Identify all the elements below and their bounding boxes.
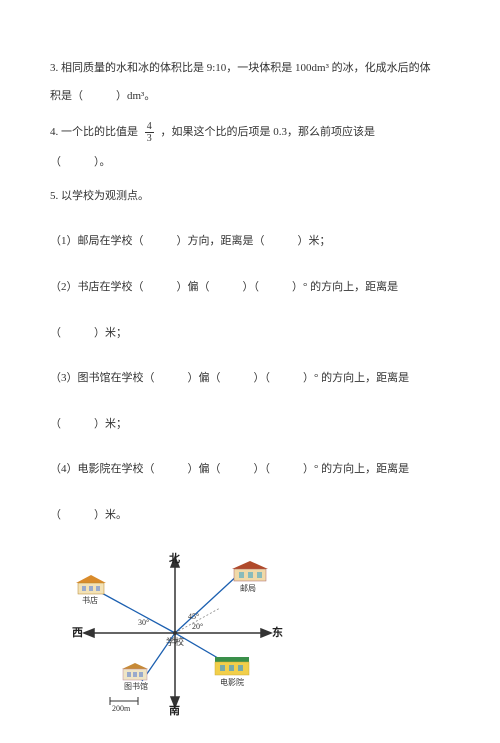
q5-header: 5. 以学校为观测点。	[50, 188, 450, 206]
label-bookstore: 书店	[82, 595, 98, 608]
q5-p3a: （3）图书馆在学校（ ）偏（ ）（ ）° 的方向上，距离是	[50, 370, 450, 388]
q5-p1: （1）邮局在学校（ ）方向，距离是（ ）米；	[50, 233, 450, 251]
direction-diagram: 北 南 东 西 学校 30° 45° 20° 200m 书店 邮局 图书馆	[70, 553, 290, 713]
building-bookstore	[74, 573, 108, 595]
label-center: 学校	[166, 635, 184, 649]
building-library	[120, 661, 150, 681]
page-content: 3. 相同质量的水和冰的体积比是 9:10，一块体积是 100dm³ 的冰，化成…	[0, 0, 500, 743]
q3-line-b: 积是（ ）dm³。	[50, 88, 450, 106]
q5-p3b: （ ）米；	[50, 416, 450, 434]
q4-text-b: ，如果这个比的后项是 0.3，那么前项应该是	[161, 126, 376, 138]
q4-text-a: 4. 一个比的比值是	[50, 126, 138, 138]
label-cinema: 电影院	[220, 677, 244, 690]
q4-frac-den: 3	[145, 133, 154, 144]
q5-p4b: （ ）米。	[50, 507, 450, 525]
building-cinema	[212, 653, 252, 677]
building-post	[230, 559, 270, 583]
q5-p2a: （2）书店在学校（ ）偏（ ）（ ）° 的方向上，距离是	[50, 279, 450, 297]
q4-line-c: （ ）。	[50, 154, 450, 172]
angle-30: 30°	[138, 617, 149, 630]
label-west: 西	[72, 625, 83, 643]
q5-p2b: （ ）米；	[50, 325, 450, 343]
label-north: 北	[169, 551, 180, 569]
label-library: 图书馆	[124, 681, 148, 694]
q4-fraction: 4 3	[145, 121, 154, 144]
label-south: 南	[169, 703, 180, 721]
q4-frac-num: 4	[145, 121, 154, 133]
scale-label: 200m	[112, 703, 130, 716]
q3-line-a: 3. 相同质量的水和冰的体积比是 9:10，一块体积是 100dm³ 的冰，化成…	[50, 60, 450, 78]
label-post: 邮局	[240, 583, 256, 596]
label-east: 东	[272, 625, 283, 643]
angle-20: 20°	[192, 621, 203, 634]
q5-p4a: （4）电影院在学校（ ）偏（ ）（ ）° 的方向上，距离是	[50, 461, 450, 479]
q4-line-a: 4. 一个比的比值是 4 3 ，如果这个比的后项是 0.3，那么前项应该是	[50, 121, 450, 144]
